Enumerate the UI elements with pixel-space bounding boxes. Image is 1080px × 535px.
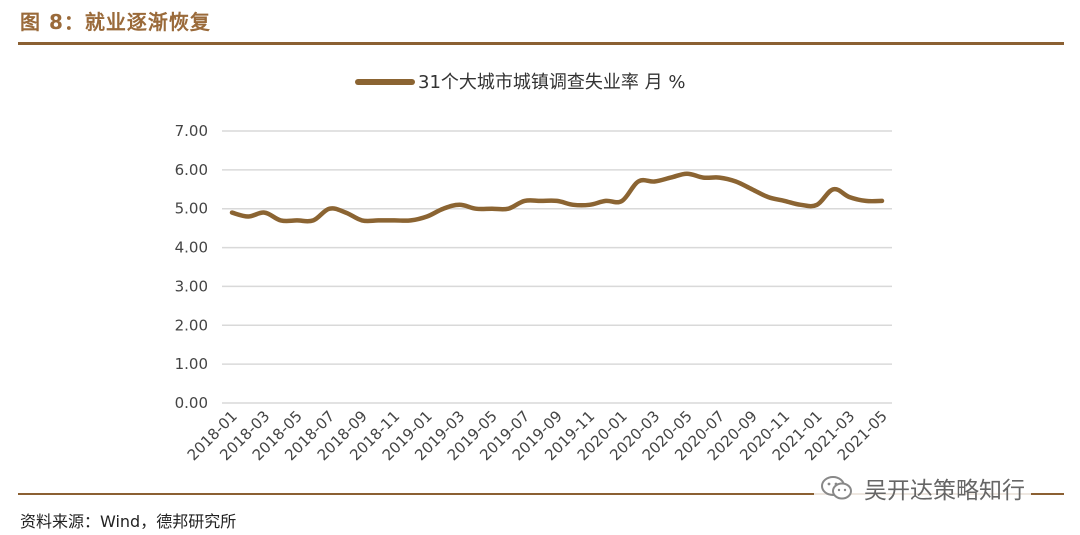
wechat-icon <box>821 476 852 500</box>
y-tick-label: 3.00 <box>175 277 208 295</box>
y-tick-label: 7.00 <box>175 122 208 140</box>
y-tick-label: 6.00 <box>175 161 208 179</box>
series-line <box>229 171 885 224</box>
y-tick-label: 4.00 <box>175 239 208 257</box>
y-axis-ticks: 0.00 1.00 2.00 3.00 4.00 5.00 6.00 7.00 <box>175 122 208 412</box>
legend-label: 31个大城市城镇调查失业率 月 % <box>418 72 685 93</box>
bottom-rule <box>18 493 1064 495</box>
watermark-text: 吴开达策略知行 <box>864 478 1025 504</box>
y-tick-label: 0.00 <box>175 394 208 412</box>
top-rule <box>18 42 1064 45</box>
y-tick-label: 2.00 <box>175 316 208 334</box>
gridlines <box>222 130 892 404</box>
figure-title: 图 8：就业逐渐恢复 <box>20 10 211 34</box>
series-layer <box>229 171 885 224</box>
x-axis-ticks: 2018-012018-032018-052018-072018-092018-… <box>184 407 891 464</box>
legend: 31个大城市城镇调查失业率 月 % <box>355 72 685 93</box>
y-tick-label: 1.00 <box>175 355 208 373</box>
y-tick-label: 5.00 <box>175 200 208 218</box>
source-note: 资料来源：Wind，德邦研究所 <box>20 512 237 531</box>
watermark: 吴开达策略知行 <box>814 470 1031 506</box>
